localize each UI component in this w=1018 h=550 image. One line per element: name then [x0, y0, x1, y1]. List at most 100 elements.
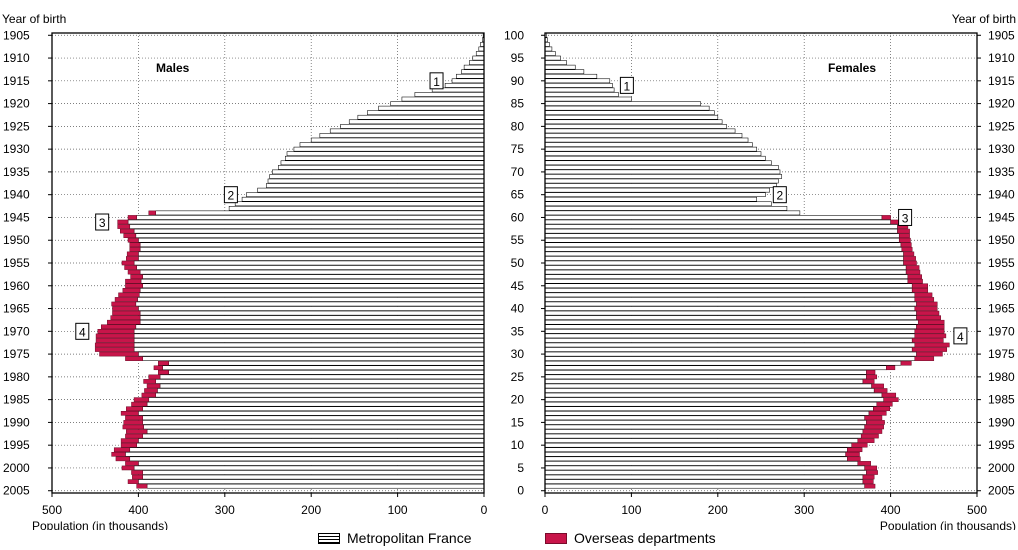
male-bars	[94, 32, 485, 489]
female-metropolitan-bar	[544, 265, 907, 270]
female-overseas-bar	[871, 383, 884, 389]
right-year-tick-label: 1945	[988, 210, 1015, 224]
female-overseas-bar	[911, 338, 944, 343]
male-metropolitan-bar	[142, 406, 485, 412]
male-overseas-bar	[148, 210, 156, 216]
male-overseas-bar	[117, 219, 129, 225]
right-year-tick-label: 1980	[988, 370, 1015, 384]
female-overseas-bar	[900, 242, 912, 248]
female-metropolitan-bar	[544, 324, 917, 330]
right-x-axis-label: Population (in thousands)	[880, 519, 1016, 530]
female-metropolitan-bar	[544, 60, 567, 65]
male-overseas-bar	[158, 360, 169, 366]
male-metropolitan-bar	[140, 278, 485, 284]
female-metropolitan-bar	[544, 201, 772, 207]
male-metropolitan-bar	[139, 247, 485, 252]
male-overseas-bar	[97, 329, 135, 334]
female-metropolitan-bar	[544, 406, 874, 412]
male-overseas-bar	[125, 433, 143, 439]
female-overseas-bar	[864, 424, 884, 430]
age-tick-label: 25	[511, 370, 525, 384]
female-overseas-bar	[857, 461, 871, 466]
female-metropolitan-bar	[544, 92, 619, 97]
male-overseas-bar	[122, 288, 141, 293]
female-metropolitan-bar	[544, 483, 865, 489]
male-metropolitan-bar	[146, 429, 485, 434]
male-metropolitan-bar	[142, 433, 485, 439]
female-metropolitan-bar	[544, 328, 916, 334]
male-metropolitan-bar	[461, 69, 485, 75]
right-year-tick-label: 1935	[988, 165, 1015, 179]
female-metropolitan-bar	[544, 429, 864, 434]
male-overseas-bar	[124, 265, 137, 270]
right-year-tick-label: 1930	[988, 142, 1015, 156]
male-overseas-bar	[125, 283, 143, 289]
male-overseas-bar	[127, 479, 139, 484]
male-metropolitan-bar	[133, 338, 485, 343]
female-overseas-bar	[907, 278, 923, 284]
female-metropolitan-bar	[544, 351, 917, 357]
male-overseas-bar	[126, 429, 148, 434]
male-overseas-bar	[126, 251, 139, 257]
female-metropolitan-bar	[544, 442, 852, 448]
female-overseas-bar	[903, 256, 916, 261]
male-overseas-bar	[127, 215, 137, 220]
female-metropolitan-bar	[544, 215, 883, 220]
male-metropolitan-bar	[278, 165, 485, 170]
left-year-tick-label: 1920	[3, 97, 30, 111]
male-overseas-bar	[113, 447, 131, 453]
male-overseas-bar	[118, 292, 140, 298]
male-metropolitan-bar	[135, 233, 485, 238]
male-overseas-bar	[126, 406, 143, 412]
female-overseas-bar	[914, 297, 935, 302]
male-metropolitan-bar	[310, 137, 485, 143]
age-tick-label: 15	[511, 415, 525, 429]
female-metropolitan-bar	[544, 479, 864, 484]
male-metropolitan-bar	[148, 397, 485, 402]
female-metropolitan-bar	[544, 347, 913, 352]
female-overseas-bar	[866, 374, 878, 380]
male-overseas-bar	[95, 338, 135, 343]
male-overseas-bar	[120, 410, 139, 416]
female-metropolitan-bar	[544, 278, 909, 284]
right-year-tick-label: 1955	[988, 256, 1015, 270]
male-metropolitan-bar	[139, 310, 485, 316]
male-overseas-bar	[125, 278, 142, 284]
female-overseas-bar	[914, 356, 935, 361]
right-year-tick-label: 1990	[988, 415, 1015, 429]
female-metropolitan-bar	[544, 301, 917, 307]
male-metropolitan-bar	[241, 196, 485, 202]
age-tick-label: 65	[511, 188, 525, 202]
female-overseas-bar	[911, 288, 929, 293]
female-overseas-bar	[916, 351, 943, 357]
male-overseas-bar	[120, 228, 135, 234]
female-overseas-bar	[881, 392, 897, 398]
female-metropolitan-bar	[544, 474, 864, 480]
age-tick-label: 75	[511, 142, 525, 156]
male-overseas-bar	[121, 260, 135, 266]
female-metropolitan-bar	[544, 83, 613, 88]
left-year-tick-label: 1975	[3, 347, 30, 361]
males-annotation-box	[75, 322, 90, 340]
female-metropolitan-bar	[544, 247, 903, 252]
male-metropolitan-bar	[378, 105, 485, 111]
males-annotation-box	[429, 72, 444, 90]
female-overseas-bar	[914, 329, 945, 334]
left-year-tick-label: 1950	[3, 233, 30, 247]
female-metropolitan-bar	[544, 365, 887, 371]
male-metropolitan-bar	[129, 456, 485, 462]
female-metropolitan-bar	[544, 233, 900, 238]
female-overseas-bar	[864, 483, 876, 489]
age-tick-label: 10	[511, 438, 525, 452]
male-overseas-bar	[146, 383, 161, 389]
female-metropolitan-bar	[544, 379, 864, 384]
male-metropolitan-bar	[142, 474, 485, 480]
female-metropolitan-bar	[544, 251, 904, 257]
male-metropolitan-bar	[133, 333, 485, 339]
female-overseas-bar	[898, 237, 911, 243]
male-x-tick-label: 500	[42, 503, 62, 517]
male-overseas-bar	[136, 483, 148, 489]
age-tick-label: 90	[511, 74, 525, 88]
male-metropolitan-bar	[139, 242, 485, 248]
